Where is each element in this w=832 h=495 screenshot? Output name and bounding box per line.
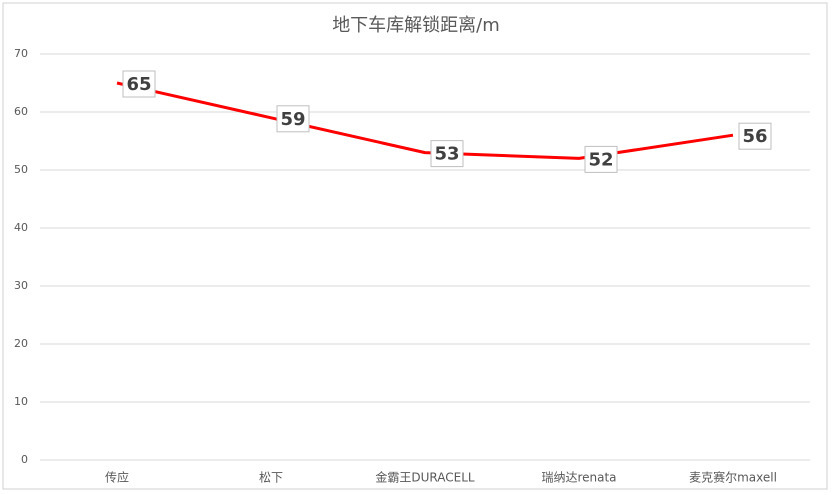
x-tick-label: 麦克赛尔maxell — [689, 470, 777, 485]
y-tick-label: 70 — [14, 47, 28, 60]
y-tick-label: 20 — [14, 337, 28, 350]
line — [116, 81, 734, 160]
data-label: 53 — [434, 144, 459, 165]
data-label-box — [584, 145, 618, 173]
x-tick-label: 瑞纳达renata — [541, 471, 616, 485]
y-tick-label: 30 — [14, 279, 28, 292]
x-tick-label: 传应 — [105, 470, 129, 485]
data-label: 59 — [280, 109, 305, 130]
y-tick-label: 40 — [14, 221, 28, 234]
data-label-box — [738, 122, 772, 150]
chart-title: 地下车库解锁距离/m — [332, 15, 500, 36]
data-label: 56 — [742, 126, 767, 147]
x-tick-label: 松下 — [259, 471, 283, 485]
data-label-box — [276, 105, 310, 133]
data-label-box — [122, 70, 156, 98]
data-label: 65 — [126, 74, 151, 95]
y-tick-label: 50 — [14, 163, 28, 176]
y-tick-label: 0 — [21, 453, 28, 466]
x-tick-label: 金霸王DURACELL — [375, 470, 475, 485]
data-label: 52 — [588, 149, 613, 170]
y-tick-label: 60 — [14, 105, 28, 118]
data-label-box — [430, 140, 464, 168]
y-tick-label: 10 — [14, 395, 28, 408]
